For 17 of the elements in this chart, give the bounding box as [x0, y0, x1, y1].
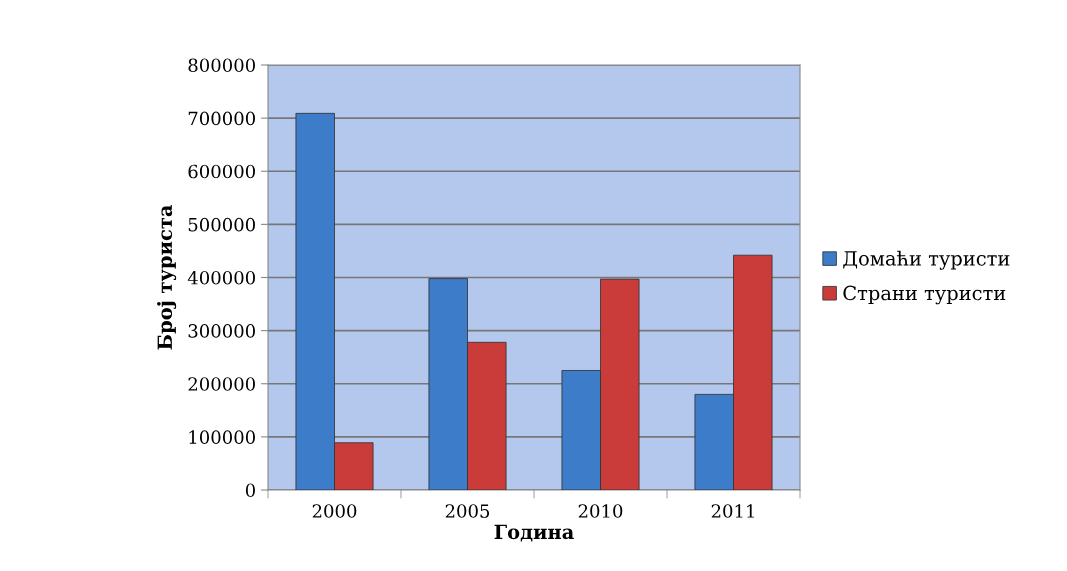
y-tick-label: 700000	[188, 111, 255, 126]
x-tick-label: 2005	[445, 504, 490, 518]
y-tick-label: 500000	[188, 217, 255, 232]
y-tick-label: 600000	[188, 164, 255, 179]
x-tick-label: 2000	[312, 504, 357, 518]
y-tick-label: 0	[245, 483, 255, 498]
y-axis-title: Број туриста	[157, 204, 177, 350]
legend-label: Домаћи туристи	[843, 250, 1010, 270]
y-tick-label: 200000	[188, 377, 255, 391]
x-axis-title: Година	[494, 524, 574, 542]
y-tick-label: 400000	[187, 270, 255, 285]
legend-label: Страни туристи	[843, 285, 1006, 305]
y-tick-label: 300000	[188, 324, 255, 338]
x-tick-label: 2010	[578, 504, 623, 518]
x-tick-label: 2011	[711, 504, 754, 518]
y-tick-label: 100000	[189, 430, 255, 444]
y-tick-label: 800000	[188, 58, 255, 73]
